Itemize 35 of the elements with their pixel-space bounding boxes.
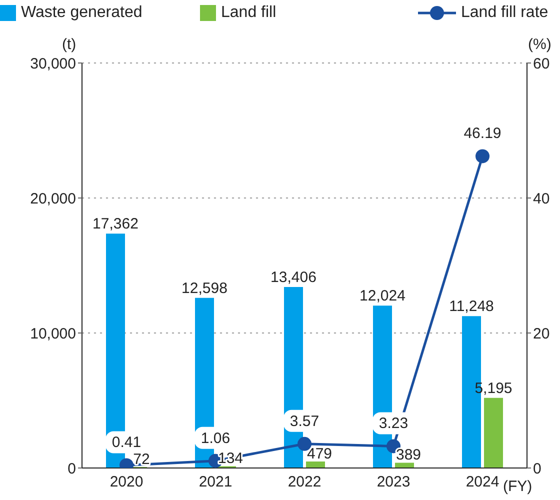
data-label: 46.19 (464, 125, 502, 142)
data-label: 17,362 (92, 216, 138, 233)
data-label: 11,248 (449, 298, 494, 316)
data-label: 3.23 (378, 415, 408, 432)
x-tick-label: 2024 (466, 474, 500, 491)
x-tick-label: 2021 (198, 474, 232, 491)
data-label: 0.41 (112, 434, 142, 452)
data-label: 3.57 (290, 412, 320, 430)
y-tick-label: 10,000 (30, 325, 76, 342)
data-label: 1.06 (200, 430, 230, 447)
legend-label: Land fill (221, 4, 276, 22)
y-axis-title: (t) (62, 36, 76, 53)
y2-axis-title: (%) (528, 36, 552, 53)
data-label: 479 (306, 446, 332, 463)
legend-label: Land fill rate (461, 4, 548, 22)
data-label: 12,598 (182, 280, 228, 297)
y2-tick-label: 20 (533, 325, 550, 342)
bar (395, 462, 414, 468)
data-label: 12,024 (360, 288, 406, 305)
data-label: 389 (396, 446, 422, 464)
bar (484, 398, 503, 468)
x-tick-label: 2023 (376, 474, 410, 491)
bar (306, 462, 325, 468)
y-tick-label: 30,000 (30, 55, 76, 72)
x-tick-label: 2022 (288, 474, 322, 491)
x-tick-label: 2020 (110, 474, 144, 491)
y2-tick-label: 40 (533, 190, 550, 208)
legend-label: Waste generated (21, 4, 142, 22)
y-tick-label: 0 (68, 460, 76, 478)
point (476, 149, 490, 164)
y-tick-label: 20,000 (30, 190, 76, 208)
x-axis-title: (FY) (503, 478, 532, 495)
y2-tick-label: 60 (533, 55, 550, 72)
data-label: 13,406 (270, 269, 316, 286)
y2-tick-label: 0 (533, 460, 542, 478)
